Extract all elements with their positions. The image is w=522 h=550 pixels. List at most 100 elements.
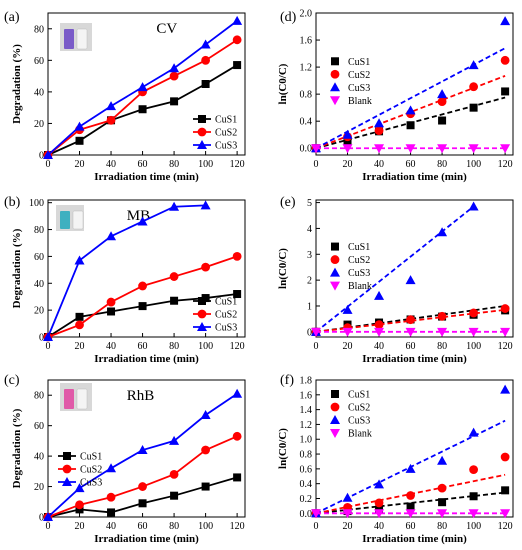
x-tick-label: 40	[374, 159, 384, 170]
plot-frame	[47, 12, 246, 156]
panel-b: (b)MB0 20 40 60 80 100 120020406080100Irradiat…	[4, 195, 246, 365]
legend-marker	[330, 267, 340, 277]
data-point	[437, 509, 448, 519]
data-point	[374, 118, 385, 128]
legend-label: CuS1	[348, 390, 370, 401]
data-point	[469, 103, 478, 112]
data-point	[342, 129, 353, 139]
data-point	[342, 304, 353, 314]
data-point	[342, 509, 353, 519]
data-point	[374, 126, 384, 136]
legend-label: CuS3	[348, 268, 370, 279]
y-tick-label: 2	[307, 276, 312, 287]
data-point	[170, 296, 179, 305]
data-point	[106, 463, 117, 473]
legend-label: CuS2	[348, 70, 370, 81]
data-point	[43, 512, 53, 521]
data-point	[169, 469, 179, 479]
panel-f: (f) 0 20 40 60 80 100 120 0.0 0.2 0.4 0.6 0.8 1.0 1.2 1…	[277, 373, 514, 545]
data-point	[437, 144, 448, 154]
y-tick-label: 80	[34, 24, 44, 35]
x-tick-label: 0	[46, 341, 51, 352]
legend-label: CuS2	[80, 465, 102, 476]
legend-label: CuS3	[215, 141, 237, 152]
series-blank	[311, 327, 511, 337]
legend-label: Blank	[348, 96, 372, 107]
x-tick-label: 20	[75, 521, 85, 532]
data-point	[75, 136, 84, 145]
data-point	[43, 150, 53, 159]
data-point	[469, 465, 478, 475]
data-point	[406, 315, 415, 325]
legend-marker	[330, 255, 340, 264]
data-point	[437, 327, 448, 337]
data-point	[138, 499, 147, 508]
data-point	[169, 71, 179, 81]
data-point	[500, 509, 511, 519]
data-point	[311, 509, 321, 519]
y-tick-label: 1.2	[300, 63, 313, 74]
y-tick-label: 0	[39, 513, 44, 524]
data-point	[201, 482, 210, 491]
y-axis-label: ln(C0/C)	[277, 63, 289, 104]
x-tick-label: 120	[230, 521, 245, 532]
legend-marker	[197, 127, 207, 137]
panel-label: (d)	[280, 10, 297, 25]
y-tick-label: 0.0	[300, 144, 313, 155]
data-point	[107, 508, 116, 517]
data-point	[138, 105, 147, 114]
series-cus1	[44, 473, 242, 521]
data-point	[374, 144, 385, 154]
x-axis-label: Irradiation time (min)	[362, 171, 467, 183]
data-point	[169, 435, 180, 445]
data-point	[406, 491, 415, 500]
legend-marker	[330, 96, 340, 106]
legend-marker	[330, 402, 340, 412]
series-cus3	[311, 201, 479, 336]
data-point	[437, 97, 447, 106]
x-tick-label: 100	[466, 521, 481, 532]
x-tick-label: 60	[138, 159, 148, 170]
x-tick-label: 40	[374, 341, 384, 352]
data-point	[405, 105, 416, 115]
legend-label: CuS2	[215, 310, 237, 321]
data-point	[201, 80, 210, 88]
data-point	[500, 452, 510, 462]
panel-label: (f)	[280, 373, 294, 388]
data-point	[200, 410, 211, 420]
data-point	[500, 327, 511, 337]
x-tick-label: 80	[437, 159, 447, 170]
data-point	[170, 491, 179, 500]
legend-marker	[331, 390, 339, 398]
data-point	[469, 308, 478, 318]
series-line	[47, 204, 206, 338]
legend-label: CuS3	[348, 83, 370, 94]
x-tick-label: 0	[314, 521, 319, 532]
data-point	[311, 144, 321, 154]
inset-photo	[56, 205, 84, 231]
data-point	[405, 144, 416, 154]
x-tick-label: 60	[406, 341, 416, 352]
y-tick-label: 40	[34, 87, 44, 98]
x-axis-label: Irradiation time (min)	[94, 533, 199, 545]
data-point	[374, 320, 384, 329]
x-tick-label: 20	[75, 341, 85, 352]
data-point	[468, 327, 479, 337]
inset-photo	[60, 23, 92, 51]
legend-label: Blank	[348, 429, 372, 440]
x-axis-label: Irradiation time (min)	[362, 353, 467, 365]
legend-marker	[197, 309, 207, 319]
y-tick-label: 80	[34, 391, 44, 402]
fit-line	[315, 47, 506, 150]
x-axis-label: Irradiation time (min)	[362, 533, 467, 545]
data-point	[374, 290, 385, 300]
x-tick-label: 80	[169, 341, 179, 352]
legend: CuS1 CuS2 CuS3 Blank	[330, 242, 372, 292]
data-point	[468, 509, 479, 519]
plot-frame	[315, 199, 514, 338]
x-tick-label: 0	[46, 159, 51, 170]
panel-e: (e) 0 20 40 60 80 100 120 0 1 2 3 4 5 Irradiation time…	[277, 195, 514, 365]
plot-frame	[315, 12, 514, 156]
legend-marker	[197, 140, 207, 149]
data-point	[500, 384, 511, 394]
